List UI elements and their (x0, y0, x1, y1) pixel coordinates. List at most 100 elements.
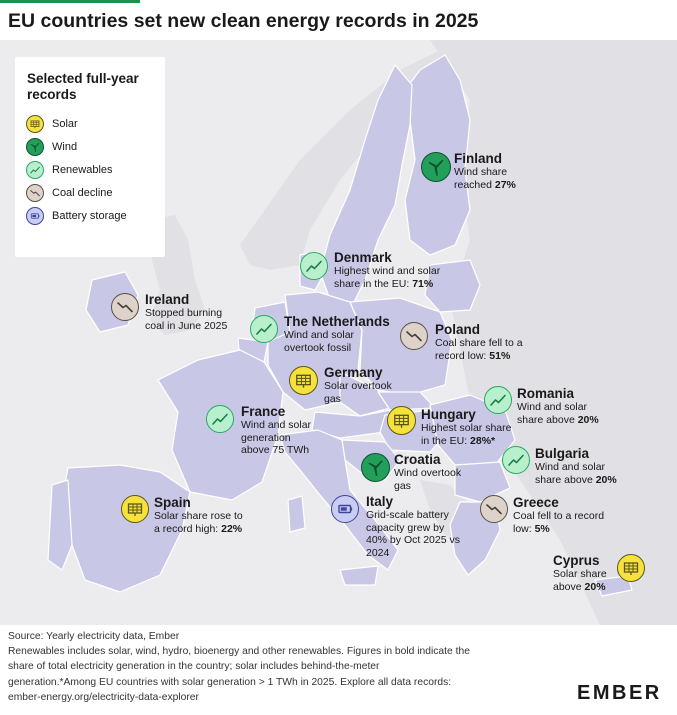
country-label-france: France Wind and solar generation above 75 T… (241, 404, 311, 457)
country-record-text: above 75 TWh (241, 444, 310, 456)
portugal-shape (47, 479, 73, 571)
footer-note: generation.*Among EU countries with sola… (8, 676, 452, 688)
country-label-cyprus: Cyprus Solar share above 20% (553, 553, 607, 593)
country-name: Greece (513, 495, 559, 510)
country-record-text: Wind and solar (284, 329, 355, 341)
country-record-text: Coal share fell to a (435, 337, 523, 349)
country-label-spain: Spain Solar share rose to a record high: 2… (154, 495, 243, 535)
country-label-hungary: Hungary Highest solar share in the EU: 28%… (421, 407, 511, 447)
legend-title: Selected full-year records (27, 71, 139, 102)
trend-up-icon (26, 161, 44, 179)
country-record-text: gas (394, 479, 411, 492)
legend-label: Coal decline (52, 187, 113, 199)
country-name: Germany (324, 365, 383, 380)
country-name: France (241, 404, 286, 419)
czechia-shape (339, 371, 391, 417)
footer-link[interactable]: ember-energy.org/electricity-data-explor… (8, 691, 199, 703)
spain-solar-icon (121, 495, 149, 523)
country-label-denmark: Denmark Highest wind and solar share in th… (334, 250, 440, 290)
footer-notes: Source: Yearly electricity data, Ember R… (8, 629, 568, 705)
non-eu-norway (240, 50, 470, 270)
country-name: Poland (435, 322, 481, 337)
hungary-solar-icon (387, 406, 416, 435)
country-name: Romania (517, 386, 575, 401)
country-record-text: low: 5% (513, 522, 550, 535)
country-record-text: Wind and solar (535, 461, 606, 473)
croatia-wind-turbine-icon (361, 453, 390, 482)
country-record-text: a record high: 22% (154, 522, 243, 535)
country-name: Hungary (421, 407, 476, 422)
sicily-shape (339, 565, 379, 586)
legend-item-renewables: Renewables (26, 161, 113, 179)
country-record-text: Solar overtook (324, 380, 392, 392)
legend-item-solar: Solar (26, 115, 78, 133)
legend-item-coal: Coal decline (26, 184, 113, 202)
solar-icon (26, 115, 44, 133)
finland-wind-turbine-icon (421, 152, 451, 182)
germany-solar-icon (289, 366, 318, 395)
poland-trend-down-icon (400, 322, 428, 350)
country-record-text: Wind and solar (517, 401, 588, 413)
trend-down-icon (26, 184, 44, 202)
wind-turbine-icon (26, 138, 44, 156)
battery-icon (26, 207, 44, 225)
page-title: EU countries set new clean energy record… (8, 10, 479, 32)
country-label-romania: Romania Wind and solar share above 20% (517, 386, 599, 426)
country-name: Denmark (334, 250, 392, 265)
accent-bar (0, 0, 140, 3)
country-label-italy: Italy Grid-scale battery capacity grew by 4… (366, 494, 460, 559)
country-label-ireland: Ireland Stopped burning coal in June 2025 (145, 292, 227, 332)
footer-note: Renewables includes solar, wind, hydro, … (8, 646, 470, 658)
country-name: Italy (366, 494, 394, 509)
denmark-trend-up-icon (300, 252, 328, 280)
legend-label: Battery storage (52, 210, 127, 222)
france-trend-up-icon (206, 405, 234, 433)
country-record-text: Wind and solar (241, 419, 312, 431)
country-record-text: Solar share (553, 568, 607, 580)
country-record-text: share above 20% (517, 413, 599, 426)
ireland-trend-down-icon (111, 293, 139, 321)
baltics-shape (424, 259, 481, 313)
country-record-text: Wind overtook (394, 467, 462, 479)
country-name: Bulgaria (535, 446, 590, 461)
country-label-the-netherlands: The Netherlands Wind and solar overtook fo… (284, 314, 390, 354)
country-record-text: Highest solar share (421, 422, 512, 434)
country-record-text: generation (241, 431, 291, 444)
country-name: Croatia (394, 452, 441, 467)
bulgaria-trend-up-icon (502, 446, 530, 474)
country-name: Ireland (145, 292, 190, 307)
country-record-text: Coal fell to a record (513, 510, 605, 522)
country-record-text: capacity grew by (366, 521, 445, 534)
italy-battery-icon (331, 495, 359, 523)
greece-trend-down-icon (480, 495, 508, 523)
country-record-text: 40% by Oct 2025 vs (366, 534, 460, 546)
footer-note: share of total electricity generation in… (8, 661, 380, 673)
sardinia-shape (287, 495, 306, 533)
non-eu-land (430, 40, 677, 625)
legend-label: Solar (52, 118, 78, 130)
map: Selected full-year records Solar Wind Re… (0, 40, 677, 625)
country-record-text: Grid-scale battery (366, 509, 449, 521)
country-name: The Netherlands (284, 314, 390, 329)
country-record-text: above 20% (553, 580, 606, 593)
the-netherlands-trend-up-icon (250, 315, 278, 343)
country-record-text: 2024 (366, 546, 390, 559)
legend-label: Renewables (52, 164, 113, 176)
country-label-bulgaria: Bulgaria Wind and solar share above 20% (535, 446, 617, 486)
country-record-text: gas (324, 392, 341, 405)
country-record-text: record low: 51% (435, 349, 511, 362)
poland-shape (349, 297, 453, 396)
country-name: Finland (454, 151, 502, 166)
legend-item-battery: Battery storage (26, 207, 127, 225)
country-label-greece: Greece Coal fell to a record low: 5% (513, 495, 604, 535)
country-record-text: share in the EU: 71% (334, 277, 434, 290)
country-record-text: reached 27% (454, 178, 516, 191)
country-label-germany: Germany Solar overtook gas (324, 365, 392, 405)
country-name: Spain (154, 495, 191, 510)
country-record-text: coal in June 2025 (145, 319, 228, 332)
country-record-text: overtook fossil (284, 341, 352, 354)
country-label-poland: Poland Coal share fell to a record low: 51… (435, 322, 523, 362)
romania-trend-up-icon (484, 386, 512, 414)
country-record-text: share above 20% (535, 473, 617, 486)
country-label-finland: Finland Wind share reached 27% (454, 151, 516, 191)
